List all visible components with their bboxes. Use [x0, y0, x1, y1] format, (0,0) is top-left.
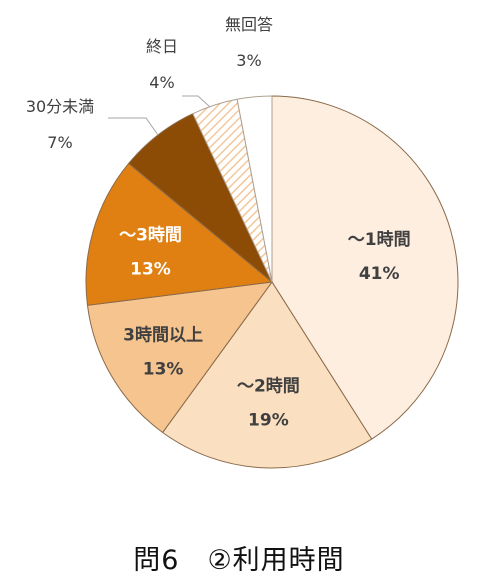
slice-name-label: 3時間以上	[123, 324, 203, 345]
leader-line	[108, 117, 159, 136]
slice-name-label: 無回答	[225, 15, 273, 34]
pie-slice	[236, 95, 273, 283]
slice-value-label: 4%	[149, 73, 174, 92]
slice-name-label: 終日	[146, 37, 178, 56]
pie-slice	[161, 281, 373, 469]
slice-name-label: 30分未満	[26, 97, 94, 116]
slice-value-label: 13%	[143, 359, 184, 379]
slice-name-label: ～1時間	[348, 229, 411, 250]
pie-slice	[271, 95, 459, 440]
slice-value-label: 13%	[130, 260, 171, 280]
slice-value-label: 7%	[47, 133, 72, 152]
slice-value-label: 19%	[248, 410, 289, 430]
slice-value-label: 41%	[359, 264, 400, 284]
chart-caption: 問6 ②利用時間	[133, 545, 345, 576]
leader-line	[182, 95, 211, 108]
slice-name-label: ～2時間	[237, 375, 300, 396]
pie-slice	[86, 281, 274, 434]
slice-name-label: ～3時間	[119, 225, 182, 246]
pie-slice	[85, 162, 274, 306]
slice-value-label: 3%	[236, 51, 261, 70]
